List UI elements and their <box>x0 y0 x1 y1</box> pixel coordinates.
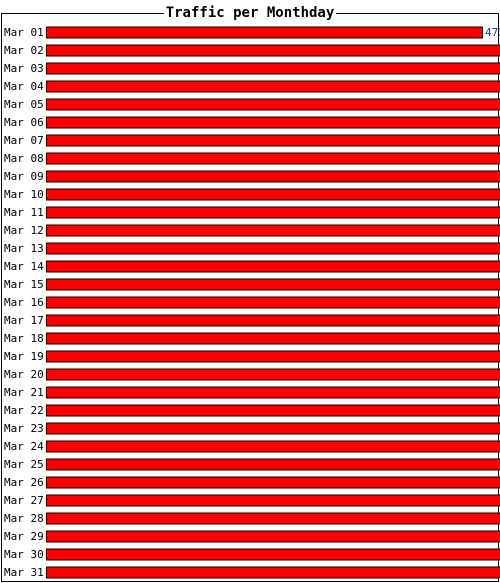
bar <box>46 278 500 291</box>
category-label: Mar 08 <box>4 152 44 165</box>
category-label: Mar 16 <box>4 296 44 309</box>
bar <box>46 566 500 579</box>
category-label: Mar 12 <box>4 224 44 237</box>
category-label: Mar 25 <box>4 458 44 471</box>
bar <box>46 242 500 255</box>
category-label: Mar 03 <box>4 62 44 75</box>
category-label: Mar 13 <box>4 242 44 255</box>
category-label: Mar 20 <box>4 368 44 381</box>
category-label: Mar 07 <box>4 134 44 147</box>
bar <box>46 404 500 417</box>
category-label: Mar 04 <box>4 80 44 93</box>
category-label: Mar 19 <box>4 350 44 363</box>
category-label: Mar 14 <box>4 260 44 273</box>
bar <box>46 458 500 471</box>
category-label: Mar 09 <box>4 170 44 183</box>
category-label: Mar 06 <box>4 116 44 129</box>
bar <box>46 134 500 147</box>
category-label: Mar 05 <box>4 98 44 111</box>
category-label: Mar 30 <box>4 548 44 561</box>
bar <box>46 422 500 435</box>
bar <box>46 314 500 327</box>
bar <box>46 332 500 345</box>
category-label: Mar 10 <box>4 188 44 201</box>
bar <box>46 548 500 561</box>
bar <box>46 494 500 507</box>
bar <box>46 476 500 489</box>
bar <box>46 260 500 273</box>
category-label: Mar 02 <box>4 44 44 57</box>
bar <box>46 170 500 183</box>
bar <box>46 116 500 129</box>
bar <box>46 26 483 39</box>
chart-title: Traffic per Monthday <box>163 5 337 21</box>
category-label: Mar 26 <box>4 476 44 489</box>
category-label: Mar 28 <box>4 512 44 525</box>
category-label: Mar 22 <box>4 404 44 417</box>
bar <box>46 98 500 111</box>
bar <box>46 296 500 309</box>
bar <box>46 386 500 399</box>
category-label: Mar 21 <box>4 386 44 399</box>
bar <box>46 512 500 525</box>
bar <box>46 440 500 453</box>
bar <box>46 206 500 219</box>
category-label: Mar 27 <box>4 494 44 507</box>
category-label: Mar 11 <box>4 206 44 219</box>
category-label: Mar 17 <box>4 314 44 327</box>
bar <box>46 152 500 165</box>
category-label: Mar 23 <box>4 422 44 435</box>
category-label: Mar 29 <box>4 530 44 543</box>
bar <box>46 224 500 237</box>
bars-group: Mar 01472698.48 MBMar 02784214.80 MBMar … <box>4 26 500 579</box>
bar <box>46 368 500 381</box>
bar <box>46 350 500 363</box>
category-label: Mar 24 <box>4 440 44 453</box>
category-label: Mar 31 <box>4 566 44 579</box>
category-label: Mar 15 <box>4 278 44 291</box>
category-label: Mar 18 <box>4 332 44 345</box>
bar <box>46 80 500 93</box>
bar <box>46 530 500 543</box>
bar <box>46 44 500 57</box>
bar <box>46 188 500 201</box>
bar <box>46 62 500 75</box>
chart-title-container: Traffic per Monthday <box>0 4 500 22</box>
value-label: 472698.48 MB <box>485 26 500 39</box>
category-label: Mar 01 <box>4 26 44 39</box>
